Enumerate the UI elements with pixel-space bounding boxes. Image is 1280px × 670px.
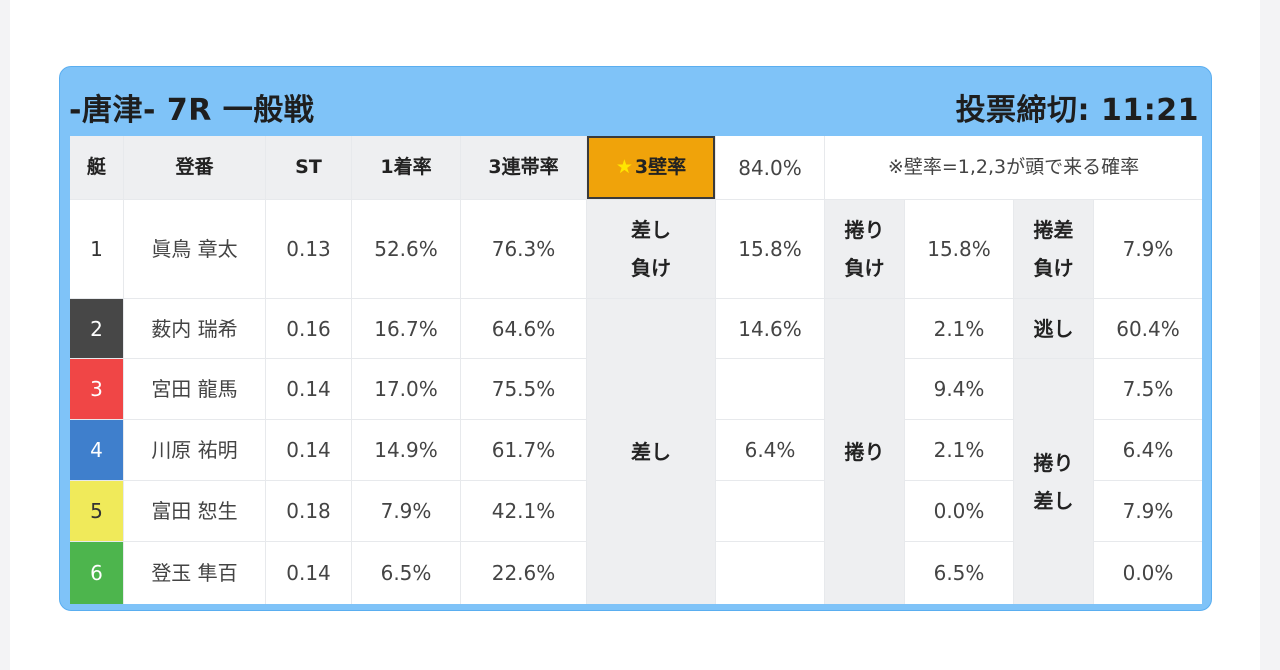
label-makurisashi: 捲り 差し [1014, 359, 1093, 604]
value-sashi-6 [716, 542, 824, 604]
value-sashi-5 [716, 481, 824, 541]
header-wall-label: 3壁率 [634, 156, 687, 179]
label-nige: 逃し [1014, 299, 1093, 358]
header-wall-rate: ★ 3壁率 [587, 136, 715, 199]
racer-name-1: 眞鳥 章太 [124, 200, 265, 298]
header-st: ST [266, 136, 351, 199]
racer-top3-rate-3: 75.5% [461, 359, 586, 419]
racer-st-5: 0.18 [266, 481, 351, 541]
lane-number-6: 6 [70, 542, 123, 604]
header-win-rate: 1着率 [352, 136, 460, 199]
racer-st-4: 0.14 [266, 420, 351, 480]
value-makuri-5: 0.0% [905, 481, 1013, 541]
racer-win-rate-4: 14.9% [352, 420, 460, 480]
racer-st-3: 0.14 [266, 359, 351, 419]
racer-name-3: 宮田 龍馬 [124, 359, 265, 419]
voting-deadline: 投票締切: 11:21 [955, 93, 1199, 128]
racer-win-rate-1: 52.6% [352, 200, 460, 298]
racer-name-6: 登玉 隼百 [124, 542, 265, 604]
racer-table: 艇 登番 ST 1着率 3連帯率 ★ 3壁率 84.0% ※壁率=1,2,3が頭で… [70, 136, 1202, 604]
wall-rate-value: 84.0% [716, 136, 824, 199]
racer-top3-rate-1: 76.3% [461, 200, 586, 298]
lane-number-3: 3 [70, 359, 123, 419]
value-makuri-4: 2.1% [905, 420, 1013, 480]
label-sashi: 差し [587, 299, 715, 604]
value-sashi-3 [716, 359, 824, 419]
lane-number-1: 1 [70, 200, 123, 298]
racer-top3-rate-4: 61.7% [461, 420, 586, 480]
value-sashi-make: 15.8% [716, 200, 824, 298]
racer-win-rate-2: 16.7% [352, 299, 460, 358]
value-makuri-3: 9.4% [905, 359, 1013, 419]
value-makuri-2: 2.1% [905, 299, 1013, 358]
value-nige: 60.4% [1094, 299, 1202, 358]
value-makurisashi-6: 0.0% [1094, 542, 1202, 604]
header-lane: 艇 [70, 136, 123, 199]
value-sashi-4: 6.4% [716, 420, 824, 480]
lane-number-2: 2 [70, 299, 123, 358]
racer-top3-rate-2: 64.6% [461, 299, 586, 358]
label-makuri-make: 捲り 負け [825, 200, 904, 298]
label-sashi-make: 差し 負け [587, 200, 715, 298]
racer-name-5: 富田 恕生 [124, 481, 265, 541]
racer-win-rate-3: 17.0% [352, 359, 460, 419]
racer-name-2: 薮内 瑞希 [124, 299, 265, 358]
racer-name-4: 川原 祐明 [124, 420, 265, 480]
race-card: -唐津- 7R 一般戦 投票締切: 11:21 艇 登番 ST 1着率 3連帯率… [59, 66, 1212, 611]
header-racer-number: 登番 [124, 136, 265, 199]
header-top3-rate: 3連帯率 [461, 136, 586, 199]
racer-st-1: 0.13 [266, 200, 351, 298]
wall-rate-note: ※壁率=1,2,3が頭で来る確率 [825, 136, 1202, 199]
value-makurisashi-4: 6.4% [1094, 420, 1202, 480]
value-makuri-6: 6.5% [905, 542, 1013, 604]
label-makuri: 捲り [825, 299, 904, 604]
value-sashi-2: 14.6% [716, 299, 824, 358]
race-title: -唐津- 7R 一般戦 [69, 93, 315, 128]
value-makurisashi-5: 7.9% [1094, 481, 1202, 541]
racer-top3-rate-6: 22.6% [461, 542, 586, 604]
lane-number-5: 5 [70, 481, 123, 541]
star-icon: ★ [615, 156, 633, 179]
label-makurisashi-make: 捲差 負け [1014, 200, 1093, 298]
value-makurisashi-make: 7.9% [1094, 200, 1202, 298]
racer-win-rate-5: 7.9% [352, 481, 460, 541]
racer-win-rate-6: 6.5% [352, 542, 460, 604]
value-makurisashi-3: 7.5% [1094, 359, 1202, 419]
lane-number-4: 4 [70, 420, 123, 480]
racer-st-6: 0.14 [266, 542, 351, 604]
racer-st-2: 0.16 [266, 299, 351, 358]
value-makuri-make: 15.8% [905, 200, 1013, 298]
racer-top3-rate-5: 42.1% [461, 481, 586, 541]
